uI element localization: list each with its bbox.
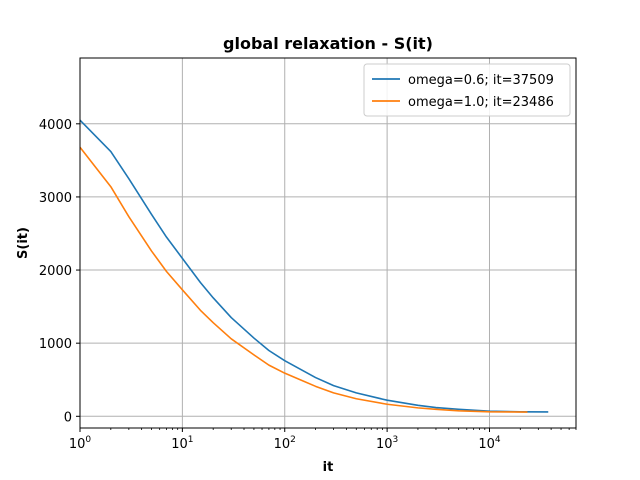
legend-box xyxy=(363,63,571,117)
y-tick-label: 1000 xyxy=(39,337,72,352)
x-tick-label: 102 xyxy=(274,435,296,452)
y-tick-label: 4000 xyxy=(39,118,72,133)
y-tick-label: 3000 xyxy=(39,191,72,206)
x-axis-label: it xyxy=(323,460,334,475)
y-tick-label: 0 xyxy=(64,410,72,425)
plot-frame xyxy=(79,57,577,429)
y-tick-label: 2000 xyxy=(39,264,72,279)
y-axis: 0 1000 2000 3000 4000 xyxy=(39,118,80,425)
x-axis: 100 101 102 103 104 xyxy=(69,428,577,452)
legend: omega=0.6; it=37509 omega=1.0; it=23486 xyxy=(363,63,571,117)
x-tick-label: 101 xyxy=(171,435,193,452)
grid xyxy=(79,58,576,428)
x-tick-label: 104 xyxy=(478,435,501,452)
x-tick-label: 100 xyxy=(69,435,92,452)
y-axis-label: S(it) xyxy=(16,227,31,259)
series-layer xyxy=(79,119,549,413)
series-line-2 xyxy=(79,146,528,413)
legend-label-1: omega=0.6; it=37509 xyxy=(408,73,554,88)
x-tick-label: 103 xyxy=(376,435,398,452)
chart-title: global relaxation - S(it) xyxy=(223,34,433,53)
legend-label-2: omega=1.0; it=23486 xyxy=(408,95,554,110)
series-line-1 xyxy=(79,119,549,413)
